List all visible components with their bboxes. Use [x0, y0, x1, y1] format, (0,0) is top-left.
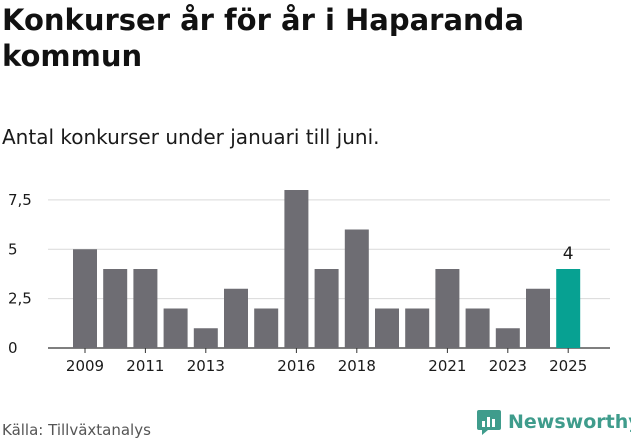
- x-tick-label: 2013: [187, 357, 225, 375]
- brand-name: Newsworthy: [508, 411, 631, 433]
- chart-subtitle: Antal konkurser under januari till juni.: [2, 125, 380, 149]
- bar-layer: [73, 190, 581, 348]
- bar-2009: [73, 249, 97, 348]
- y-tick-label: 2,5: [8, 290, 32, 308]
- x-tick-label: 2025: [549, 357, 587, 375]
- bar-2010: [103, 269, 128, 348]
- chart-title: Konkurser år för år i Haparanda kommun: [2, 3, 525, 73]
- x-tick-label: 2023: [489, 357, 527, 375]
- bar-2011: [133, 269, 158, 348]
- x-tick-label: 2018: [338, 357, 376, 375]
- source-note: Källa: Tillväxtanalys: [2, 421, 151, 439]
- x-tick-label: 2021: [428, 357, 466, 375]
- bar-2012: [163, 308, 188, 348]
- bar-2021: [435, 269, 460, 348]
- x-tick-label: 2011: [126, 357, 164, 375]
- y-tick-label: 5: [8, 240, 18, 258]
- bar-2025: [556, 269, 581, 348]
- bar-2022: [465, 308, 490, 348]
- newsworthy-logo: Newsworthy: [476, 408, 631, 436]
- y-tick-label: 0: [8, 339, 18, 357]
- bar-2018: [344, 229, 369, 348]
- newsworthy-logo-icon: [477, 410, 501, 435]
- bar-2019: [375, 308, 399, 348]
- bar-2020: [405, 308, 430, 348]
- label-layer: 0 2,5 5 7,5 2009 2011 2013 2016 2018 2021 2023 4 202…: [8, 191, 587, 375]
- bar-2014: [224, 288, 248, 348]
- bar-2013: [193, 328, 218, 348]
- y-tick-label: 7,5: [8, 191, 32, 209]
- bar-chart: 0 2,5 5 7,5 2009 2011 2013 2016 2018 2021 2023 4 202…: [8, 190, 610, 375]
- bar-2015: [254, 308, 279, 348]
- bar-2024: [526, 288, 550, 348]
- bar-2017: [314, 269, 339, 348]
- bar-2023: [495, 328, 520, 348]
- x-tick-label: 2009: [66, 357, 104, 375]
- x-tick-label: 2016: [277, 357, 315, 375]
- data-label: 4: [563, 244, 574, 264]
- bar-2016: [284, 190, 309, 348]
